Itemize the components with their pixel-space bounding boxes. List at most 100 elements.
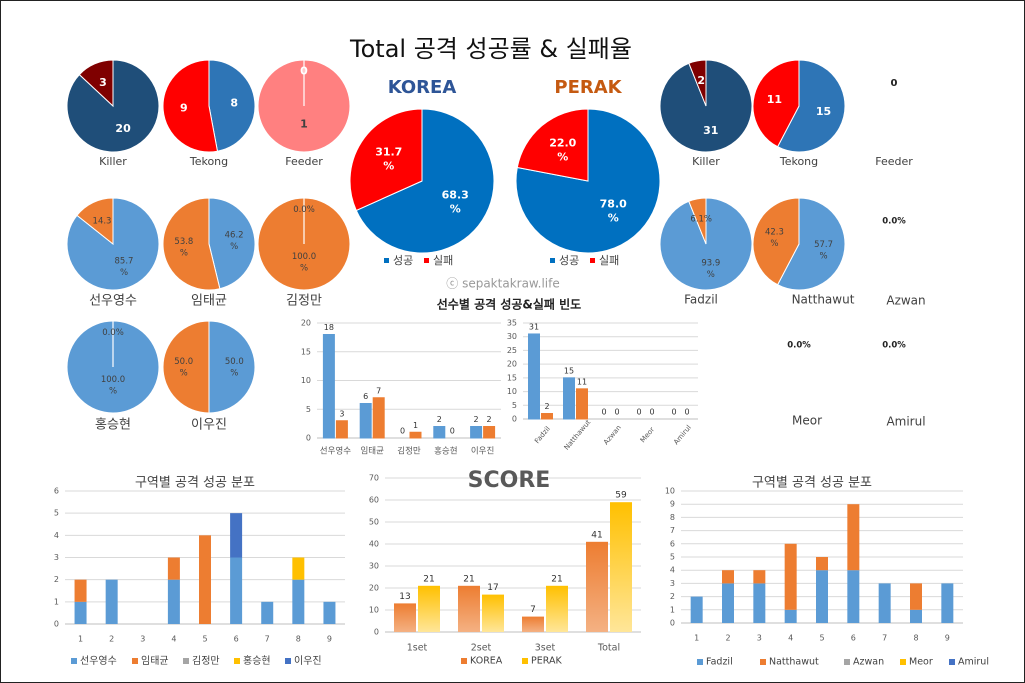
legend-swatch [900, 659, 906, 665]
legend-swatch [697, 659, 703, 665]
bar [753, 570, 766, 584]
y-tick-label: 10 [369, 606, 379, 615]
x-tick-label: 2 [109, 635, 114, 644]
y-tick-label: 50 [369, 518, 379, 527]
legend-label: KOREA [470, 656, 503, 667]
bar-value-label: 21 [551, 574, 562, 584]
x-tick-label: 6 [234, 635, 239, 644]
bar [878, 583, 891, 623]
chart-title: SCORE [468, 468, 551, 493]
x-tick-label: 5 [202, 635, 207, 644]
bar [470, 426, 483, 439]
pie-value-label: 11 [767, 93, 782, 106]
pie-value-label: 0.0% [882, 341, 906, 351]
pie-value-label: 42.3 [765, 228, 784, 238]
y-tick-label: 0 [512, 415, 517, 424]
bar-value-label: 15 [564, 366, 574, 375]
pie-slice [752, 59, 800, 148]
pie-value-label: 20 [115, 122, 131, 135]
bar [394, 603, 416, 632]
pie-value-label: % [557, 150, 568, 163]
x-tick-label: 홍승현 [434, 446, 457, 457]
pie-chart-korea-tekong: 8 9 Tekong [162, 59, 256, 168]
x-tick-label: 선우영수 [320, 446, 351, 457]
legend-label: Natthawut [769, 657, 819, 668]
pie-value-label: % [230, 242, 238, 252]
y-tick-label: 10 [507, 387, 517, 396]
pie-chart-perak-p3: 0.0% Azwan [882, 217, 925, 308]
bar [261, 601, 274, 624]
pie-chart-perak-p1: 93.9% 6.1% Fadzil [659, 197, 753, 307]
y-tick-label: 25 [507, 346, 517, 355]
y-tick-label: 2 [670, 592, 675, 601]
legend-swatch [132, 658, 138, 664]
pie-chart-korea-p2: 46.2%53.8%임태균 [162, 197, 256, 309]
pie-value-label: % [707, 270, 715, 280]
legend-label: 김정만 [192, 655, 220, 667]
pie-label: 이우진 [191, 418, 227, 433]
x-tick-label: 3 [757, 634, 762, 643]
bar [458, 585, 480, 632]
x-tick-label: 1set [407, 643, 428, 654]
bar [816, 557, 828, 571]
y-tick-label: 10 [301, 376, 311, 385]
y-tick-label: 2 [54, 575, 59, 584]
pie-chart-perak-feeder: 0 Feeder [875, 78, 913, 168]
bar-chart-score: 0 10 20 30 40 50 60 70 13 21 1set 21 17 2set 7 21 3set 41… [369, 468, 641, 667]
bar [292, 579, 305, 624]
pie-value-label: 0.0% [787, 341, 811, 351]
bar [167, 579, 180, 624]
pie-slice [752, 197, 800, 286]
bar [105, 579, 118, 624]
x-tick-label: 8 [913, 634, 918, 643]
bar-value-label: 6 [363, 392, 368, 401]
pie-value-label: % [230, 368, 238, 378]
x-tick-label: 4 [171, 635, 176, 644]
pie-value-label: 0.0% [882, 217, 906, 227]
x-tick-label: 6 [851, 634, 856, 643]
legend-swatch [424, 258, 429, 263]
x-tick-label: 7 [265, 635, 270, 644]
pie-value-label: 0 [891, 78, 898, 89]
pie-chart-korea-feeder: 1 0 Feeder [257, 59, 351, 168]
bar [372, 397, 385, 439]
pie-slice [208, 59, 256, 152]
bar [322, 334, 335, 439]
x-tick-label: 김정만 [397, 446, 421, 457]
pie-slice [688, 59, 707, 107]
pie-slice [208, 320, 256, 414]
pie-value-label: 31.7 [375, 145, 402, 158]
bar-value-label: 0 [671, 408, 676, 417]
pie-label: Azwan [886, 294, 925, 308]
pie-value-label: % [820, 251, 828, 261]
pie-value-label: % [300, 264, 308, 274]
pie-value-label: 22.0 [549, 136, 576, 149]
bar-value-label: 0 [450, 427, 455, 436]
bar [847, 504, 860, 571]
pie-value-label: 78.0 [600, 198, 627, 211]
pie-value-label: 50.0 [225, 357, 244, 367]
bar-value-label: 0 [684, 408, 689, 417]
pie-chart-korea-killer: 20 3 Killer [66, 59, 160, 168]
pie-label: Tekong [779, 155, 818, 168]
y-tick-label: 15 [507, 373, 517, 382]
bar-value-label: 21 [423, 574, 434, 584]
legend-swatch [844, 659, 850, 665]
pie-chart-perak-killer: 31 2 Killer [659, 59, 753, 168]
pie-chart-perak-p4: 0.0% Meor [787, 341, 822, 428]
pie-chart-korea-p1: 85.7% 14.3 선우영수 [66, 197, 160, 309]
legend-label: 임태균 [141, 654, 169, 667]
pie-value-label: 57.7 [814, 240, 833, 250]
bar-value-label: 41 [591, 530, 602, 540]
bar [199, 535, 211, 624]
legend-swatch [760, 659, 766, 665]
bar-value-label: 7 [376, 386, 381, 395]
bar [74, 601, 87, 624]
bar [528, 333, 540, 420]
pie-label: 홍승현 [95, 418, 131, 433]
bar [784, 609, 797, 623]
pie-value-label: % [180, 368, 188, 378]
legend-swatch [522, 658, 528, 664]
